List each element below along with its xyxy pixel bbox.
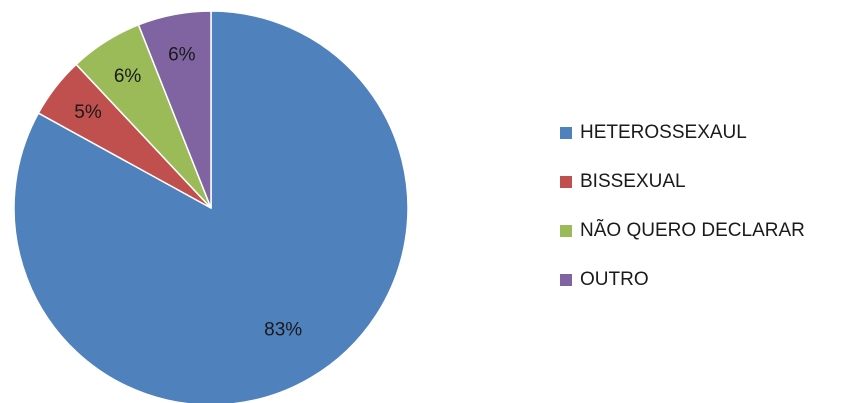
legend-item-3: NÃO QUERO DECLARAR xyxy=(560,219,805,243)
data-label-1: 83% xyxy=(264,320,302,341)
legend-swatch-1 xyxy=(560,127,572,139)
legend-label-1: HETEROSSEXAUL xyxy=(580,122,747,143)
pie-slice-1 xyxy=(13,10,409,403)
legend-swatch-2 xyxy=(560,176,572,188)
legend-item-2: BISSEXUAL xyxy=(560,170,805,194)
pie-data-labels: 83% 5% 6% 6% xyxy=(74,45,302,341)
data-label-4: 6% xyxy=(168,45,196,66)
pie-slices xyxy=(13,10,409,403)
legend: HETEROSSEXAUL BISSEXUAL NÃO QUERO DECLARAR… xyxy=(560,121,805,317)
legend-swatch-3 xyxy=(560,225,572,237)
data-label-2: 5% xyxy=(74,102,102,123)
legend-label-4: OUTRO xyxy=(580,269,649,290)
pie-slice-4 xyxy=(137,10,212,209)
legend-label-2: BISSEXUAL xyxy=(580,171,686,192)
legend-label-3: NÃO QUERO DECLARAR xyxy=(580,220,805,241)
data-label-3: 6% xyxy=(114,66,142,87)
legend-swatch-4 xyxy=(560,274,572,286)
legend-item-4: OUTRO xyxy=(560,268,805,292)
legend-item-1: HETEROSSEXAUL xyxy=(560,121,805,145)
